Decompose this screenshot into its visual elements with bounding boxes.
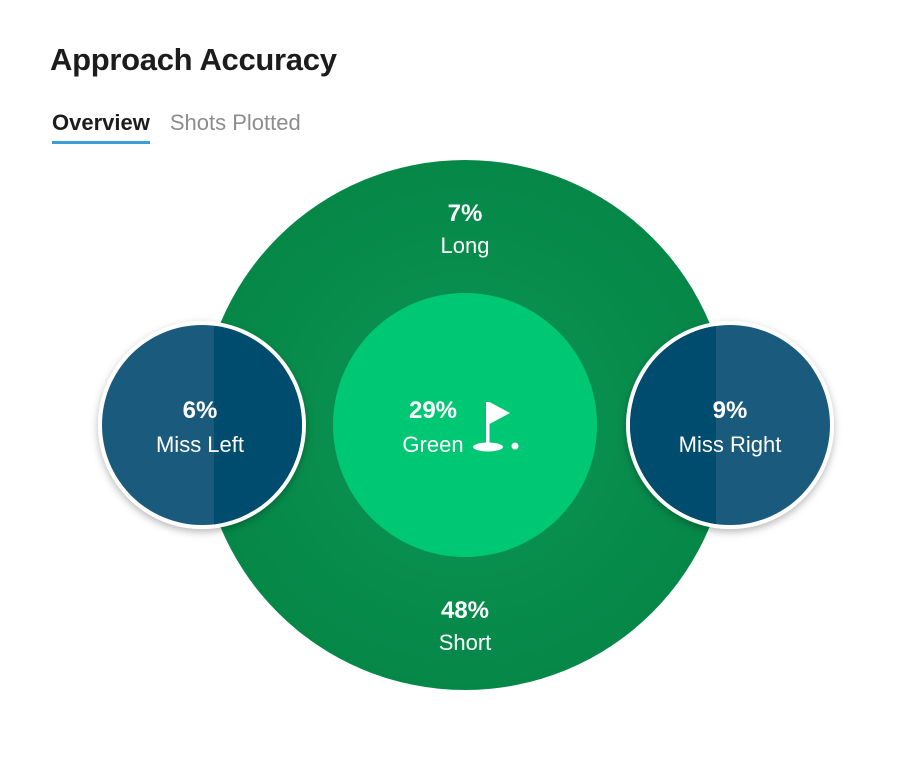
short-value: 48% (441, 597, 489, 624)
tab-shots-plotted[interactable]: Shots Plotted (169, 110, 301, 135)
long-label: Long (441, 233, 490, 258)
golf-flag-icon (473, 402, 519, 452)
tab-bar: Overview Shots Plotted (52, 110, 301, 144)
miss-right-label: Miss Right (679, 432, 782, 457)
green-circle (333, 293, 597, 557)
short-label: Short (439, 630, 492, 655)
miss-right-value: 9% (713, 397, 748, 424)
tab-overview[interactable]: Overview (52, 110, 150, 144)
long-value: 7% (448, 200, 483, 227)
miss-left-label: Miss Left (156, 432, 244, 457)
miss-left-value: 6% (183, 397, 218, 424)
green-value: 29% (409, 397, 457, 424)
page-title: Approach Accuracy (50, 42, 337, 77)
green-label: Green (402, 432, 463, 457)
